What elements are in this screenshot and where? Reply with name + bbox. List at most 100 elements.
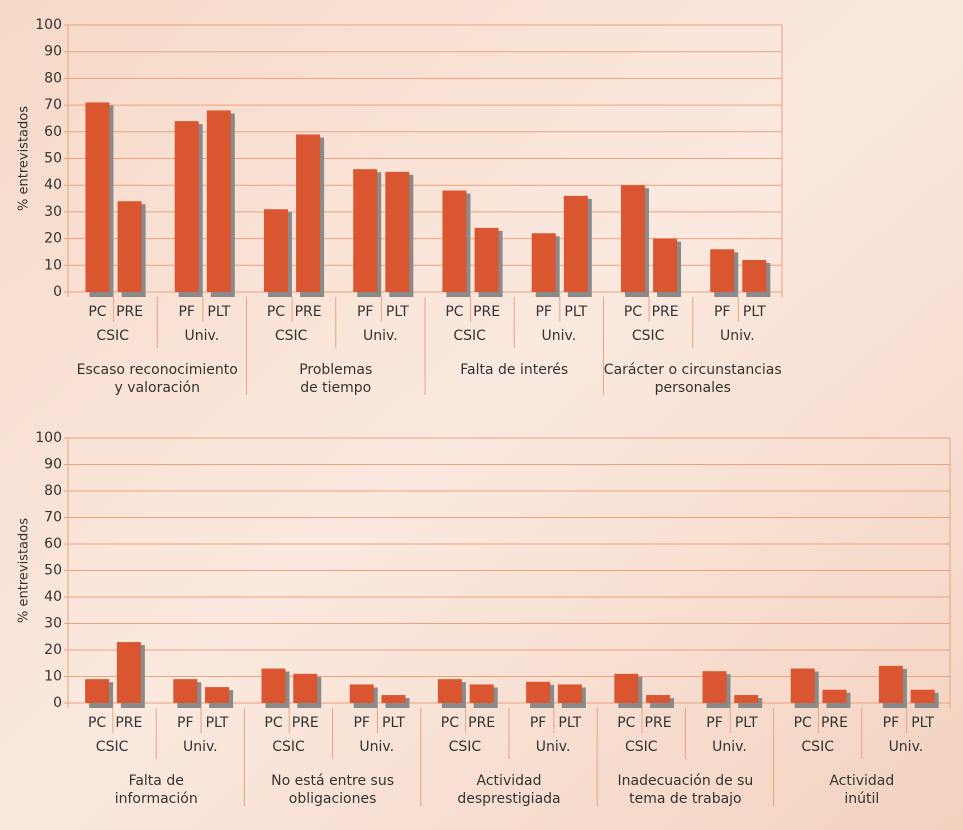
x-tick-label: PF (883, 715, 900, 731)
bar (702, 671, 727, 703)
x-tick-label: PLT (743, 304, 766, 320)
group-label: tema de trabajo (629, 791, 741, 807)
group-label: y valoración (115, 380, 200, 396)
subgroup-label: CSIC (453, 328, 486, 344)
bar (710, 249, 735, 292)
x-tick-label: PF (530, 715, 547, 731)
group-label: inútil (844, 791, 879, 807)
subgroup-label: Univ. (359, 739, 394, 755)
x-tick-label: PRE (292, 715, 319, 731)
bar (878, 665, 903, 703)
x-tick-label: PF (177, 715, 194, 731)
x-tick-label: PLT (382, 715, 405, 731)
x-tick-label: PF (706, 715, 723, 731)
bar (117, 201, 142, 292)
bar (205, 687, 230, 703)
x-tick-label: PF (178, 304, 195, 320)
bar (385, 171, 410, 292)
bar (293, 673, 318, 703)
x-tick-label: PF (535, 304, 552, 320)
subgroup-label: CSIC (96, 328, 129, 344)
x-tick-label: PLT (735, 715, 758, 731)
bar (261, 668, 286, 703)
x-tick-label: PF (714, 304, 731, 320)
group-label: información (115, 791, 198, 807)
subgroup-label: CSIC (625, 739, 658, 755)
y-tick-label: 40 (44, 589, 62, 605)
y-tick-label: 90 (44, 44, 62, 60)
bar (85, 102, 110, 293)
bar (206, 110, 231, 292)
x-tick-label: PF (353, 715, 370, 731)
bar (173, 679, 198, 703)
bar (734, 695, 759, 703)
bar (653, 238, 678, 292)
x-tick-label: PC (88, 715, 106, 731)
bar (822, 689, 847, 703)
x-tick-label: PC (88, 304, 106, 320)
y-tick-label: 0 (53, 284, 62, 300)
bar-shadow (650, 698, 675, 708)
y-tick-label: 80 (44, 483, 62, 499)
bar (526, 681, 551, 703)
group-label: de tiempo (300, 380, 371, 396)
x-tick-label: PC (267, 304, 285, 320)
x-tick-label: PRE (295, 304, 322, 320)
bar (174, 121, 199, 293)
bar (353, 169, 378, 292)
bar (85, 679, 110, 703)
bar (531, 233, 556, 292)
x-tick-label: PRE (116, 304, 143, 320)
group-label: Inadecuación de su (617, 773, 753, 789)
bar (469, 684, 494, 703)
subgroup-label: Univ. (889, 739, 924, 755)
subgroup-label: CSIC (96, 739, 129, 755)
x-tick-label: PRE (115, 715, 142, 731)
x-tick-label: PLT (206, 715, 229, 731)
group-label: Actividad (829, 773, 894, 789)
x-tick-label: PRE (821, 715, 848, 731)
group-label: No está entre sus (271, 773, 394, 789)
group-label: Carácter o circunstancias (604, 362, 782, 378)
y-tick-label: 50 (44, 151, 62, 167)
bar (381, 695, 406, 703)
bar (620, 185, 645, 292)
bar (437, 679, 462, 703)
x-tick-label: PC (264, 715, 282, 731)
bar (116, 642, 141, 703)
subgroup-label: Univ. (363, 328, 398, 344)
x-tick-label: PF (357, 304, 374, 320)
x-tick-label: PLT (386, 304, 409, 320)
bar (910, 689, 935, 703)
y-tick-label: 20 (44, 642, 62, 658)
bar-shadow (385, 698, 410, 708)
y-tick-label: 10 (44, 257, 62, 273)
y-tick-label: 0 (53, 695, 62, 711)
x-tick-label: PC (617, 715, 635, 731)
group-label: Problemas (299, 362, 372, 378)
bar (563, 195, 588, 292)
y-tick-label: 40 (44, 177, 62, 193)
y-axis-label: % entrevistados (17, 518, 32, 623)
group-label: Actividad (477, 773, 542, 789)
bar (296, 134, 321, 292)
subgroup-label: Univ. (183, 739, 218, 755)
y-tick-label: 60 (44, 536, 62, 552)
y-tick-label: 70 (44, 510, 62, 526)
group-label: obligaciones (289, 791, 377, 807)
subgroup-label: Univ. (536, 739, 571, 755)
subgroup-label: Univ. (542, 328, 577, 344)
x-tick-label: PC (445, 304, 463, 320)
bar (742, 259, 767, 292)
subgroup-label: Univ. (185, 328, 220, 344)
subgroup-label: CSIC (632, 328, 665, 344)
x-tick-label: PRE (473, 304, 500, 320)
bar (557, 684, 582, 703)
y-axis-label: % entrevistados (17, 106, 32, 211)
x-tick-label: PRE (652, 304, 679, 320)
subgroup-label: CSIC (275, 328, 308, 344)
group-label: Escaso reconocimiento (77, 362, 238, 378)
subgroup-label: CSIC (449, 739, 482, 755)
y-tick-label: 100 (35, 17, 62, 33)
